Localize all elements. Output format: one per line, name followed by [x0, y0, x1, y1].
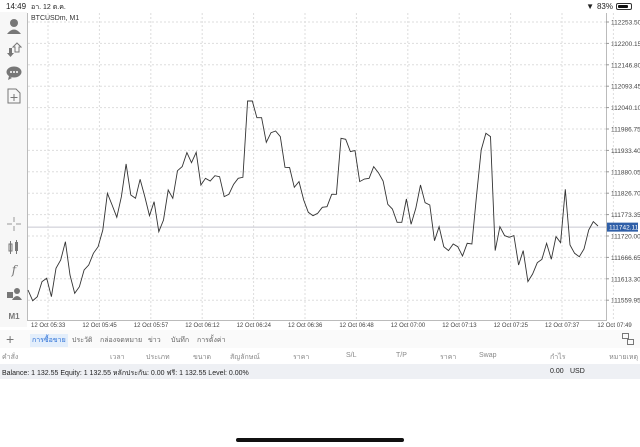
new-order-icon[interactable]: [4, 86, 24, 106]
tab-trade[interactable]: การซื้อขาย: [30, 334, 68, 347]
y-tick-label: 111880.05: [611, 169, 640, 176]
y-tick-label: 111933.40: [611, 148, 640, 155]
column-time: เวลา: [110, 354, 125, 361]
price-line-series: [27, 100, 599, 302]
crosshair-icon[interactable]: [4, 214, 24, 234]
y-tick-label: 112146.80: [611, 62, 640, 69]
x-tick-label: 12 Oct 06:48: [339, 323, 374, 329]
currency: USD: [570, 368, 585, 375]
column-swap: Swap: [479, 352, 497, 359]
y-tick-label: 112253.50: [611, 20, 640, 27]
column-comment: หมายเหตุ: [609, 354, 638, 361]
tab-news[interactable]: ข่าว: [148, 337, 161, 344]
trade-arrows-icon[interactable]: [4, 40, 24, 60]
y-tick-label: 112093.45: [611, 84, 640, 91]
tab-settings[interactable]: การตั้งค่า: [197, 337, 226, 344]
y-tick-label: 111613.30: [611, 276, 640, 283]
x-tick-label: 12 Oct 05:57: [134, 323, 169, 329]
y-tick-label: 112040.10: [611, 105, 640, 112]
chart-area[interactable]: [27, 13, 607, 321]
battery-status: ▼ 83%: [586, 2, 632, 11]
trade-table-header: คำสั่ง เวลา ประเภท ขนาด สัญลักษณ์ ราคา S…: [0, 350, 640, 362]
total-profit: 0.00: [550, 368, 564, 375]
y-tick-label: 111826.70: [611, 191, 640, 198]
x-tick-label: 12 Oct 07:13: [442, 323, 477, 329]
terminal-tabs: + การซื้อขาย ประวัติ กล่องจดหมาย ข่าว บั…: [0, 330, 640, 348]
column-current-price: ราคา: [440, 354, 457, 361]
column-sl: S/L: [346, 352, 357, 359]
price-chart[interactable]: 112253.50 112200.15 112146.80 112093.45 1120…: [0, 0, 640, 335]
x-tick-label: 12 Oct 05:45: [82, 323, 117, 329]
function-icon[interactable]: f: [11, 263, 17, 277]
wifi-icon: ▼: [586, 2, 594, 11]
column-symbol: สัญลักษณ์: [230, 354, 260, 361]
column-order: คำสั่ง: [2, 354, 19, 361]
objects-icon[interactable]: [4, 283, 24, 303]
y-tick-label: 111666.65: [611, 255, 640, 262]
x-tick-label: 12 Oct 07:49: [597, 323, 632, 329]
battery-percent: 83%: [596, 2, 613, 11]
account-summary: Balance: 1 132.55 Equity: 1 132.55 หลักป…: [2, 370, 249, 377]
indicators-icon[interactable]: [4, 237, 24, 257]
y-tick-label: 111773.35: [611, 212, 640, 219]
layout-toggle-icon[interactable]: [622, 333, 634, 347]
account-icon[interactable]: [4, 16, 24, 36]
account-summary-row: Balance: 1 132.55 Equity: 1 132.55 หลักป…: [0, 364, 640, 379]
x-tick-label: 12 Oct 06:36: [288, 323, 323, 329]
x-tick-label: 12 Oct 07:37: [545, 323, 580, 329]
x-tick-label: 12 Oct 07:00: [391, 323, 426, 329]
y-tick-label: 111720.00: [611, 234, 640, 241]
add-icon[interactable]: +: [6, 331, 15, 347]
date: อา. 12 ต.ค.: [31, 4, 66, 11]
status-bar: 14:49 อา. 12 ต.ค. ▼ 83%: [0, 0, 640, 12]
chat-icon[interactable]: [4, 63, 24, 83]
y-tick-label: 111559.95: [611, 298, 640, 305]
tab-mailbox[interactable]: กล่องจดหมาย: [100, 337, 143, 344]
column-volume: ขนาด: [193, 354, 212, 361]
chart-toolbar: f M1: [0, 12, 27, 327]
y-tick-label: 112200.15: [611, 41, 640, 48]
x-tick-label: 12 Oct 06:12: [185, 323, 220, 329]
column-price: ราคา: [293, 354, 310, 361]
clock: 14:49: [6, 2, 27, 11]
column-type: ประเภท: [146, 354, 170, 361]
current-price-label: 111742.11: [609, 225, 639, 232]
current-price-badge: [607, 222, 638, 232]
x-tick-label: 12 Oct 06:24: [237, 323, 272, 329]
chart-symbol-label: BTCUSDm, M1: [31, 15, 80, 22]
tab-history[interactable]: ประวัติ: [72, 337, 93, 344]
timeframe-button[interactable]: M1: [8, 311, 20, 321]
battery-icon: [616, 3, 632, 10]
tab-journal[interactable]: บันทึก: [171, 337, 190, 344]
column-tp: T/P: [396, 352, 407, 359]
x-tick-label: 12 Oct 07:25: [494, 323, 529, 329]
x-tick-label: 12 Oct 05:33: [31, 323, 66, 329]
home-indicator[interactable]: [236, 438, 404, 442]
y-tick-label: 111986.75: [611, 127, 640, 134]
column-profit: กำไร: [550, 354, 566, 361]
